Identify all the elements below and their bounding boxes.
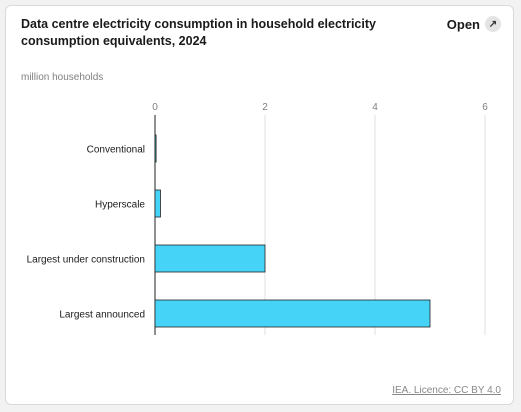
- chart-card: Data centre electricity consumption in h…: [5, 5, 514, 405]
- chart-title: Data centre electricity consumption in h…: [21, 17, 376, 48]
- x-tick-label: 6: [482, 102, 488, 113]
- category-label: Largest announced: [59, 310, 145, 321]
- open-label: Open: [446, 16, 480, 32]
- x-tick-label: 2: [262, 102, 268, 113]
- open-button[interactable]: Open ↗: [447, 16, 501, 32]
- unit-label: million households: [21, 72, 104, 83]
- bar: [154, 189, 161, 218]
- bar: [154, 244, 266, 273]
- external-arrow-icon: ↗: [485, 16, 501, 32]
- bar: [154, 299, 431, 328]
- category-label: Conventional: [87, 145, 145, 156]
- category-label: Largest under construction: [27, 255, 145, 266]
- category-label: Hyperscale: [95, 200, 145, 211]
- x-tick-label: 0: [152, 102, 158, 113]
- bar: [154, 134, 157, 163]
- licence-link[interactable]: IEA. Licence: CC BY 4.0: [392, 385, 501, 396]
- x-tick-label: 4: [372, 102, 378, 113]
